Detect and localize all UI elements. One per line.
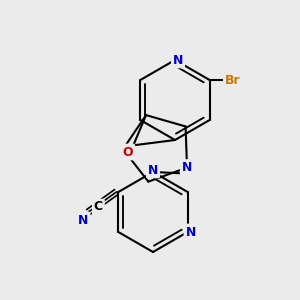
Text: N: N xyxy=(148,164,158,176)
Text: Br: Br xyxy=(225,74,241,86)
Text: C: C xyxy=(94,200,103,214)
Text: N: N xyxy=(78,214,88,226)
Text: N: N xyxy=(182,161,192,174)
Text: O: O xyxy=(123,146,133,158)
Text: N: N xyxy=(185,226,196,238)
Text: N: N xyxy=(173,53,183,67)
